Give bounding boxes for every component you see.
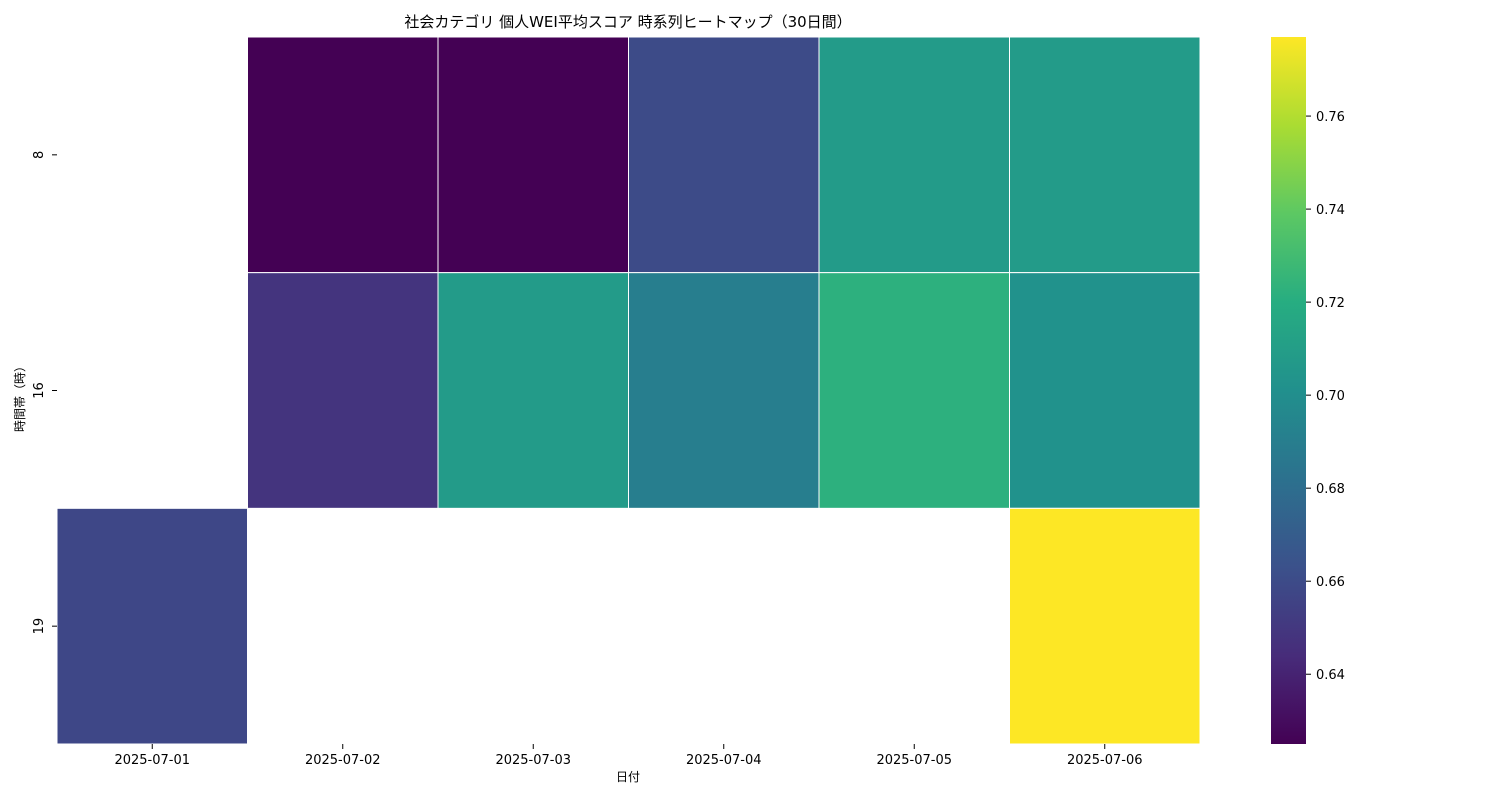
heatmap-cell-16-2025-07-04	[628, 272, 820, 509]
heatmap-cell-16-2025-07-06	[1009, 272, 1201, 509]
heatmap-cell-8-2025-07-05	[818, 36, 1010, 274]
x-axis-ticks: 2025-07-01 2025-07-02 2025-07-03 2025-07-04…	[114, 744, 1143, 768]
heatmap-cell-16-2025-07-05	[818, 272, 1010, 509]
x-tick-label: 2025-07-06	[1067, 753, 1143, 768]
chart-title: 社会カテゴリ 個人WEI平均スコア 時系列ヒートマップ（30日間）	[404, 13, 851, 31]
colorbar-tick-label: 0.72	[1316, 296, 1345, 311]
heatmap-cells	[56, 36, 1201, 745]
heatmap-cell-8-2025-07-03	[437, 36, 629, 274]
colorbar: 0.64 0.66 0.68 0.70 0.72 0.74 0.76	[1271, 37, 1345, 744]
heatmap-cell-8-2025-07-02	[247, 36, 439, 274]
colorbar-tick-label: 0.70	[1316, 389, 1345, 404]
colorbar-ticks: 0.64 0.66 0.68 0.70 0.72 0.74 0.76	[1306, 110, 1345, 683]
heatmap-cell-8-2025-07-04	[628, 36, 820, 274]
x-tick-label: 2025-07-04	[686, 753, 762, 768]
colorbar-tick-label: 0.68	[1316, 482, 1345, 497]
x-tick-label: 2025-07-01	[114, 753, 190, 768]
x-tick-label: 2025-07-03	[495, 753, 571, 768]
x-axis-label: 日付	[616, 770, 640, 784]
x-tick-label: 2025-07-02	[305, 753, 381, 768]
heatmap-cell-19-2025-07-01	[56, 507, 248, 745]
colorbar-tick-label: 0.74	[1316, 203, 1345, 218]
colorbar-tick-label: 0.66	[1316, 575, 1345, 590]
x-tick-label: 2025-07-05	[876, 753, 952, 768]
y-tick-label: 16	[32, 382, 47, 399]
heatmap-cell-16-2025-07-03	[437, 272, 629, 509]
colorbar-tick-label: 0.76	[1316, 110, 1345, 125]
heatmap-cell-19-2025-07-06	[1009, 507, 1201, 745]
y-tick-label: 8	[32, 151, 47, 159]
heatmap-cell-8-2025-07-06	[1009, 36, 1201, 274]
y-axis-label: 時間帯（時）	[13, 360, 27, 432]
y-axis-ticks: 8 16 19	[32, 151, 57, 635]
y-tick-label: 19	[32, 618, 47, 635]
colorbar-tick-label: 0.64	[1316, 668, 1345, 683]
colorbar-gradient	[1271, 37, 1306, 744]
heatmap-cell-16-2025-07-02	[247, 272, 439, 509]
